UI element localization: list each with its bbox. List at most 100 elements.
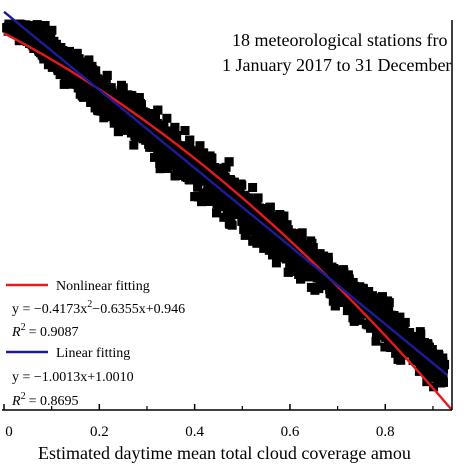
scatter-point [369, 294, 379, 304]
scatter-point [62, 74, 72, 84]
scatter-point [387, 318, 397, 328]
scatter-point [427, 372, 437, 382]
scatter-point [260, 211, 270, 221]
nonlinear-fit-line [3, 32, 453, 411]
scatter-point [63, 53, 72, 63]
scatter-point [222, 199, 232, 209]
scatter-point [364, 287, 374, 297]
scatter-point [296, 274, 306, 284]
scatter-point [132, 105, 142, 114]
scatter-point [372, 329, 381, 339]
scatter-point [294, 270, 304, 279]
scatter-point [328, 296, 338, 306]
scatter-point [285, 260, 295, 270]
scatter-point [283, 235, 292, 245]
scatter-point [155, 164, 165, 174]
scatter-point [376, 306, 386, 316]
scatter-point [267, 234, 277, 243]
scatter-point [281, 254, 291, 264]
scatter-point [283, 267, 293, 277]
scatter-point [205, 169, 215, 179]
scatter-point [257, 236, 267, 246]
scatter-point [209, 191, 218, 201]
scatter-point [364, 300, 374, 310]
scatter-point [93, 75, 103, 85]
scatter-point [224, 157, 234, 167]
scatter-point [299, 262, 309, 272]
scatter-point [352, 306, 362, 316]
scatter-point [193, 172, 203, 181]
scatter-point [275, 249, 285, 259]
scatter-point [148, 109, 158, 119]
scatter-point [237, 216, 247, 226]
scatter-point [433, 349, 443, 359]
scatter-point [258, 206, 268, 216]
scatter-point [61, 61, 71, 71]
scatter-point [392, 325, 402, 335]
scatter-point [265, 202, 275, 212]
scatter-point [279, 211, 289, 221]
scatter-point [117, 80, 126, 90]
x-tick-label: 0.2 [90, 424, 109, 440]
scatter-point [408, 337, 418, 347]
scatter-point [248, 216, 257, 226]
scatter-point [141, 135, 151, 145]
legend-label-nonlinear: Nonlinear fitting [56, 279, 150, 294]
scatter-point [197, 197, 207, 207]
scatter-point [200, 174, 210, 184]
scatter-point [241, 206, 250, 216]
scatter-point [221, 162, 231, 172]
scatter-point [336, 289, 346, 299]
scatter-point [395, 312, 405, 322]
scatter-point [155, 158, 165, 168]
scatter-point [26, 23, 36, 33]
scatter-point [314, 284, 324, 294]
scatter-point [327, 280, 337, 290]
scatter-point [368, 312, 378, 322]
scatter-point [199, 188, 209, 198]
scatter-point [403, 345, 413, 355]
scatter-point [214, 169, 224, 179]
scatter-point [366, 323, 376, 333]
scatter-point [381, 302, 391, 312]
scatter-point [224, 218, 234, 228]
scatter-point [138, 109, 148, 119]
scatter-point [303, 272, 313, 282]
scatter-point [12, 26, 22, 36]
scatter-point [149, 117, 159, 127]
scatter-point [377, 292, 387, 302]
annotation-line-1: 18 meteorological stations fro [232, 30, 447, 50]
scatter-point [95, 80, 105, 90]
scatter-point [288, 252, 297, 262]
legend-r2-linear: R2 = 0.8695 [11, 391, 78, 409]
scatter-point [172, 131, 182, 141]
scatter-point [377, 311, 387, 321]
scatter-point [153, 150, 163, 160]
scatter-point [145, 123, 155, 133]
scatter-point [324, 264, 334, 274]
scatter-point [100, 101, 110, 111]
scatter-point [118, 114, 128, 124]
scatter-point [260, 224, 270, 234]
scatter-point [339, 274, 349, 284]
scatter-point [358, 284, 368, 294]
scatter-point [253, 193, 263, 203]
scatter-point [97, 94, 107, 104]
scatter-point [149, 128, 159, 138]
scatter-point [49, 38, 59, 48]
scatter-point [47, 25, 57, 35]
scatter-point [164, 140, 174, 150]
scatter-point [220, 173, 230, 183]
scatter-point [180, 126, 190, 135]
x-tick-label: 0.4 [185, 424, 204, 440]
legend-r2-nonlinear: R2 = 0.9087 [11, 322, 78, 340]
scatter-point [127, 105, 137, 115]
scatter-point [47, 62, 57, 72]
scatter-point [405, 328, 415, 338]
scatter-point [349, 292, 358, 302]
scatter-point [259, 243, 269, 253]
scatter-point [396, 355, 406, 365]
scatter-point [59, 79, 69, 89]
scatter-point [132, 97, 142, 107]
